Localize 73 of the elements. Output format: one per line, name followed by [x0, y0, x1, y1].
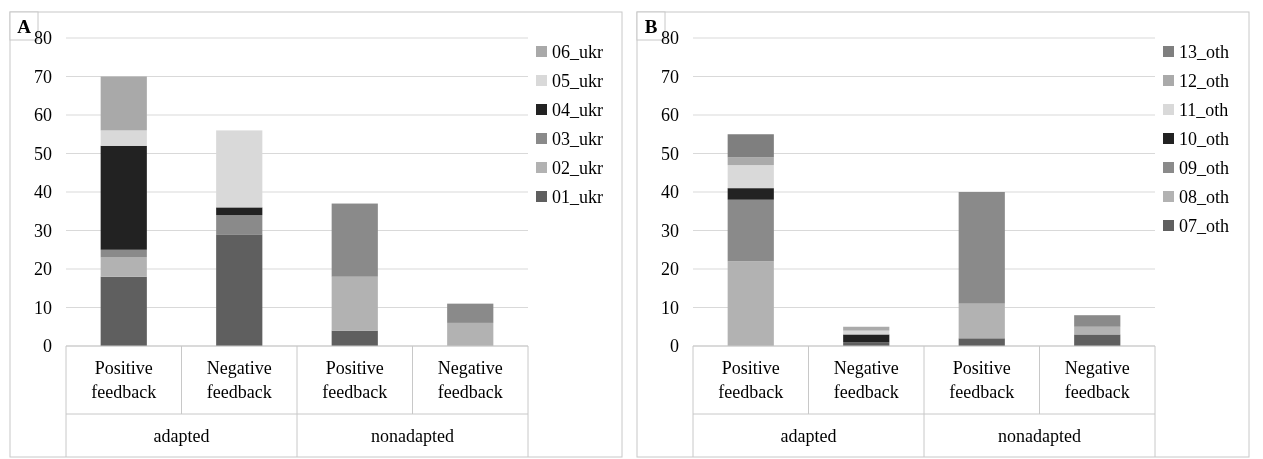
x-tick-label: Negative feedback — [437, 358, 503, 402]
bar — [958, 338, 1005, 346]
legend-label: 07_oth — [1179, 216, 1230, 236]
y-tick-label: 20 — [34, 259, 52, 279]
bar — [727, 188, 774, 200]
bar — [331, 203, 378, 277]
y-tick-label: 40 — [34, 182, 52, 202]
bar — [216, 207, 263, 216]
x-tick-label: Negative feedback — [206, 358, 272, 402]
text: adapted — [153, 426, 210, 446]
y-tick-label: 30 — [34, 220, 52, 241]
bar — [727, 134, 774, 158]
x-tick-label: Positive feedback — [949, 358, 1015, 402]
x-tick-label: Negative feedback — [1064, 358, 1130, 402]
x-tick-label: Negative feedback — [833, 358, 899, 402]
legend-label: 05_ukr — [552, 71, 603, 91]
x-tick-label: Positive feedback — [322, 358, 388, 402]
y-tick-label: 10 — [34, 297, 52, 318]
bar — [843, 334, 890, 343]
bar — [100, 76, 147, 131]
legend-label: 10_oth — [1179, 129, 1230, 149]
bar — [1074, 326, 1121, 335]
y-tick-label: 80 — [661, 28, 679, 48]
bar — [727, 157, 774, 166]
legend-label: 03_ukr — [552, 129, 603, 149]
y-tick-label: 70 — [34, 66, 52, 87]
x-tick-label: Positive feedback — [718, 358, 784, 402]
legend-label: 02_ukr — [552, 158, 603, 178]
bar — [100, 145, 147, 250]
bar — [447, 303, 494, 323]
chart-title: A — [17, 16, 32, 37]
bar — [1074, 334, 1121, 346]
bar — [100, 249, 147, 258]
y-tick-label: 60 — [661, 105, 679, 125]
bar — [447, 322, 494, 346]
y-tick-label: 70 — [661, 66, 679, 87]
legend-label: 11_oth — [1179, 100, 1229, 120]
bar — [100, 130, 147, 146]
y-tick-label: 10 — [661, 297, 679, 318]
chart-title: B — [644, 16, 658, 37]
y-tick-label: 0 — [43, 336, 52, 356]
y-tick-label: 80 — [34, 28, 52, 48]
y-tick-label: 20 — [661, 259, 679, 279]
bar — [331, 330, 378, 346]
bar — [216, 234, 263, 346]
legend-label: 08_oth — [1179, 187, 1230, 207]
text: nonadapted — [371, 426, 454, 446]
bar — [727, 165, 774, 189]
bar — [727, 199, 774, 262]
text: nonadapted — [998, 426, 1081, 446]
y-tick-label: 60 — [34, 105, 52, 125]
bar — [331, 276, 378, 331]
text: adapted — [780, 426, 837, 446]
bar — [958, 303, 1005, 339]
legend-label: 13_oth — [1179, 42, 1230, 62]
bar — [216, 215, 263, 235]
legend-label: 01_ukr — [552, 187, 603, 207]
y-tick-label: 0 — [670, 336, 679, 356]
legend-label: 06_ukr — [552, 42, 603, 62]
y-tick-label: 40 — [661, 182, 679, 202]
bar — [100, 257, 147, 277]
bar — [727, 261, 774, 346]
y-tick-label: 30 — [661, 220, 679, 241]
x-tick-label: Positive feedback — [91, 358, 157, 402]
legend-label: 12_oth — [1179, 71, 1230, 91]
bar — [1074, 315, 1121, 327]
bar — [843, 326, 890, 331]
bar — [958, 192, 1005, 304]
y-tick-label: 50 — [661, 143, 679, 164]
legend-label: 04_ukr — [552, 100, 603, 120]
bar — [100, 276, 147, 346]
y-tick-label: 50 — [34, 143, 52, 164]
legend-label: 09_oth — [1179, 158, 1230, 178]
